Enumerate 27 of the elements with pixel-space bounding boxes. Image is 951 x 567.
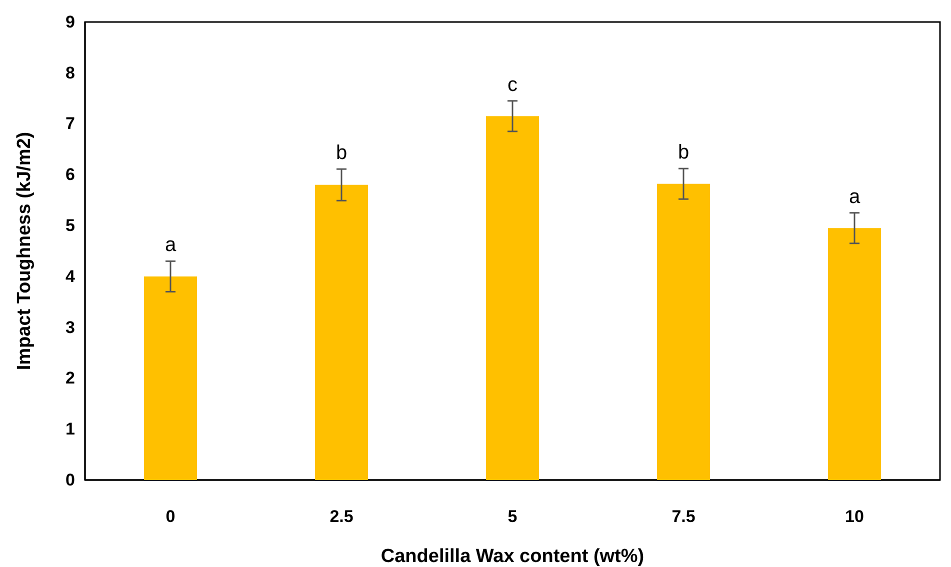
annotation: b — [678, 142, 690, 164]
y-tick-label: 9 — [66, 12, 75, 32]
y-tick-label: 5 — [66, 216, 75, 235]
bar — [828, 228, 882, 480]
y-tick-label: 0 — [66, 470, 75, 490]
annotation: a — [164, 234, 177, 256]
y-tick-label: 7 — [66, 114, 75, 134]
bar — [656, 184, 710, 480]
annotation: c — [508, 74, 518, 96]
x-tick-label: 7.5 — [672, 507, 696, 526]
x-tick-label: 0 — [166, 507, 176, 526]
x-tick-label: 5 — [508, 507, 518, 526]
x-tick-label: 2.5 — [330, 507, 354, 526]
annotation: b — [336, 142, 348, 164]
y-tick-label: 8 — [66, 63, 75, 82]
x-tick-label: 10 — [845, 507, 864, 526]
annotation: a — [848, 186, 861, 208]
y-tick-label: 2 — [66, 368, 75, 388]
bar — [314, 184, 368, 480]
y-tick-label: 3 — [66, 318, 75, 337]
bar — [486, 116, 540, 480]
bar — [144, 276, 198, 480]
y-tick-label: 6 — [66, 165, 75, 184]
x-axis-title: Candelilla Wax content (wt%) — [380, 546, 644, 567]
y-axis-title: Impact Toughness (kJ/m2) — [14, 132, 35, 370]
y-tick-label: 1 — [66, 420, 75, 439]
y-tick-label: 4 — [66, 266, 76, 286]
